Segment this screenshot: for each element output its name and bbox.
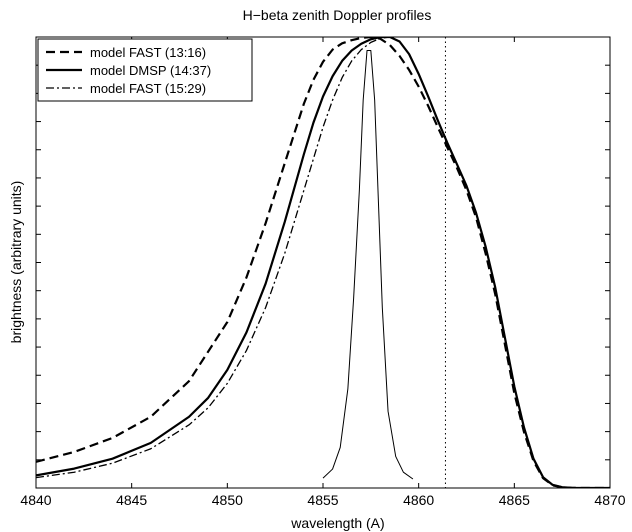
- x-tick-label-0: 4840: [20, 492, 51, 508]
- series-line-1: [36, 37, 610, 488]
- chart-title: H−beta zenith Doppler profiles: [243, 7, 432, 23]
- x-tick-label-3: 4855: [307, 492, 338, 508]
- x-tick-label-4: 4860: [403, 492, 434, 508]
- axes-frame: [35, 36, 611, 489]
- legend-label-2: model FAST (15:29): [90, 81, 206, 96]
- legend: model FAST (13:16) model DMSP (14:37) mode…: [37, 38, 253, 102]
- legend-label-1: model DMSP (14:37): [90, 63, 211, 78]
- x-tick-label-1: 4845: [116, 492, 147, 508]
- x-tick-label-5: 4865: [499, 492, 530, 508]
- legend-label-0: model FAST (13:16): [90, 45, 206, 60]
- y-axis-label: brightness (arbitrary units): [8, 181, 24, 344]
- x-tick-label-2: 4850: [212, 492, 243, 508]
- series-line-3: [322, 50, 414, 480]
- series-line-0: [36, 37, 610, 488]
- y-axis-ticks: [36, 36, 610, 489]
- x-axis-ticks: 4840 4845 4850 4855 4860 4865 4870: [20, 37, 626, 508]
- series-line-2: [36, 37, 610, 488]
- x-tick-label-6: 4870: [594, 492, 625, 508]
- plot-area: [35, 36, 611, 489]
- x-axis-label: wavelength (A): [290, 515, 384, 531]
